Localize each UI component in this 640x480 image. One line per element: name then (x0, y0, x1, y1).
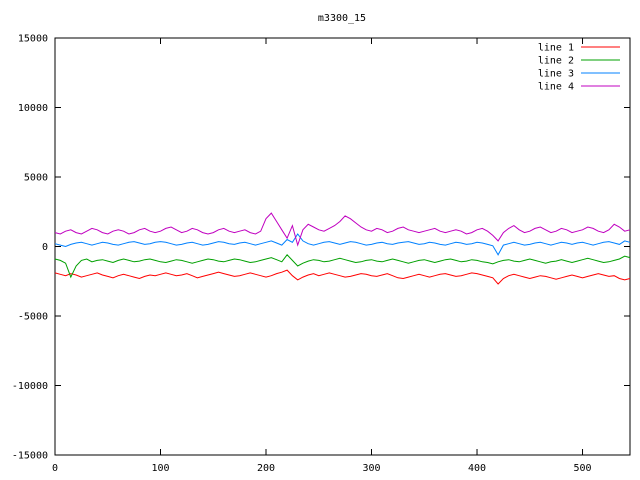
series-line-line-3 (54, 233, 631, 256)
x-tick-label: 100 (151, 463, 169, 474)
y-tick-label: 5000 (24, 173, 48, 184)
x-tick-label: 300 (362, 463, 380, 474)
x-tick-label: 500 (573, 463, 591, 474)
y-tick-label: -5000 (18, 312, 48, 323)
legend-label-line-2: line 2 (538, 56, 574, 67)
legend-label-line-4: line 4 (538, 82, 574, 93)
plot-border (54, 37, 631, 456)
chart-title: m3300_15 (318, 13, 366, 24)
series-line-line-4 (54, 212, 631, 247)
legend-label-line-1: line 1 (538, 43, 574, 54)
y-tick-label: -10000 (12, 381, 48, 392)
y-tick-label: -15000 (12, 451, 48, 462)
legend-label-line-3: line 3 (538, 69, 574, 80)
series-line-line-2 (54, 254, 631, 279)
x-tick-label: 200 (257, 463, 275, 474)
x-tick-label: 400 (468, 463, 486, 474)
x-tick-label: 0 (52, 463, 58, 474)
y-tick-label: 0 (42, 242, 48, 253)
y-tick-label: 10000 (18, 103, 48, 114)
y-tick-label: 15000 (18, 34, 48, 45)
series-line-line-1 (54, 269, 631, 285)
